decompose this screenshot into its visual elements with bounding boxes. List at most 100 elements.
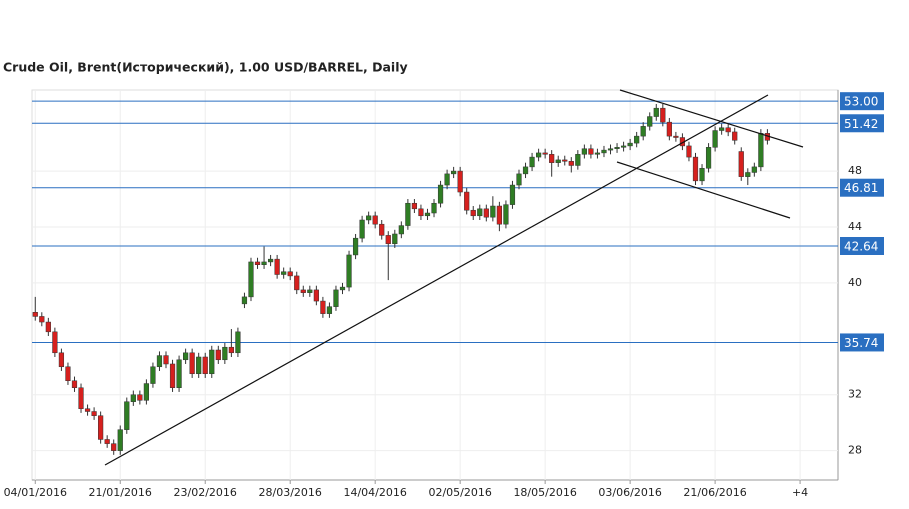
- candle-body: [588, 148, 594, 155]
- x-tick-label: 23/02/2016: [174, 486, 237, 499]
- candle-body: [666, 121, 672, 137]
- y-tick-label: 28: [848, 444, 862, 457]
- candle-body: [745, 172, 751, 177]
- candle-body: [261, 261, 267, 265]
- x-tick-label: 18/05/2016: [513, 486, 576, 499]
- candle-body: [647, 116, 653, 127]
- candle-body: [751, 166, 757, 173]
- y-tick-label: 40: [848, 276, 862, 289]
- candle-body: [228, 346, 234, 354]
- candle-body: [620, 145, 627, 148]
- candle-body: [712, 130, 718, 148]
- candle-body: [483, 208, 489, 218]
- candle-body: [130, 394, 136, 402]
- candle-body: [248, 261, 254, 298]
- candle-body: [379, 223, 385, 236]
- candle-body: [183, 352, 189, 361]
- candle-body: [581, 148, 587, 155]
- candle-body: [725, 127, 731, 133]
- candle-body: [366, 215, 372, 221]
- candle-body: [686, 145, 692, 158]
- candle-body: [196, 356, 202, 375]
- level-label: 42.64: [844, 240, 878, 254]
- candle-body: [326, 306, 333, 314]
- candle-body: [516, 173, 522, 186]
- candle-body: [307, 289, 313, 293]
- candle-body: [156, 355, 163, 368]
- candle-body: [542, 152, 548, 155]
- candle-body: [575, 154, 581, 166]
- candle-body: [614, 147, 620, 149]
- candle-body: [437, 184, 444, 204]
- level-box: [840, 114, 884, 133]
- candle-body: [529, 156, 535, 168]
- candle-body: [398, 225, 404, 235]
- candle-body: [124, 401, 130, 430]
- candle-body: [98, 415, 104, 440]
- x-tick-label: 03/06/2016: [598, 486, 661, 499]
- candle-body: [372, 215, 378, 225]
- candle-body: [470, 209, 476, 217]
- candle-body: [65, 366, 71, 382]
- candle-body: [71, 380, 78, 388]
- x-tick-label: 02/05/2016: [428, 486, 491, 499]
- candle-body: [634, 135, 640, 144]
- candle-body: [451, 170, 457, 175]
- candle-body: [169, 363, 176, 388]
- level-label: 51.42: [844, 117, 878, 131]
- candle-body: [32, 312, 38, 317]
- candle-body: [267, 258, 274, 263]
- level-label: 46.81: [844, 181, 878, 195]
- candle-body: [594, 152, 601, 155]
- channel-line: [619, 89, 804, 148]
- candle-body: [411, 202, 418, 210]
- candle-body: [660, 107, 666, 123]
- candle-body: [555, 159, 561, 163]
- candle-body: [562, 159, 568, 162]
- candle-body: [222, 346, 228, 361]
- candle-body: [477, 208, 483, 217]
- candle-body: [392, 233, 398, 245]
- candle-body: [457, 170, 463, 193]
- candle-body: [52, 331, 58, 354]
- candle-body: [719, 127, 725, 131]
- x-tick-label: 28/03/2016: [259, 486, 322, 499]
- plot-frame: [31, 89, 839, 481]
- candle-body: [91, 411, 97, 416]
- candle-body: [189, 352, 195, 375]
- candle-body: [339, 286, 346, 291]
- chart-title: Crude Oil, Brent(Исторический), 1.00 USD…: [3, 60, 408, 75]
- candle-body: [464, 191, 470, 211]
- candle-body: [137, 394, 143, 401]
- x-tick-label: 14/04/2016: [343, 486, 406, 499]
- candle-body: [418, 208, 424, 217]
- candle-body: [215, 349, 221, 361]
- candle-body: [385, 235, 391, 245]
- level-label: 53.00: [844, 95, 878, 109]
- candle-body: [346, 254, 352, 288]
- candle-body: [601, 149, 607, 154]
- channel-line: [616, 161, 791, 219]
- x-tick-label: 21/01/2016: [89, 486, 152, 499]
- level-box: [840, 178, 884, 197]
- candle-body: [333, 289, 339, 307]
- candle-body: [627, 142, 633, 147]
- candle-body: [117, 429, 123, 451]
- candle-body: [444, 173, 450, 186]
- candle-body: [536, 152, 542, 158]
- candle-body: [150, 366, 156, 384]
- candle-body: [281, 271, 287, 275]
- y-tick-label: 32: [848, 388, 862, 401]
- candle-body: [673, 135, 679, 138]
- candle-body: [352, 237, 359, 256]
- candle-body: [320, 300, 326, 314]
- x-tick-label: 04/01/2016: [4, 486, 67, 499]
- level-label: 35.74: [844, 336, 878, 350]
- candle-body: [490, 205, 496, 218]
- candle-body: [111, 443, 117, 451]
- level-box: [840, 333, 884, 352]
- candle-body: [431, 202, 437, 214]
- candle-body: [294, 275, 300, 291]
- level-box: [840, 92, 884, 111]
